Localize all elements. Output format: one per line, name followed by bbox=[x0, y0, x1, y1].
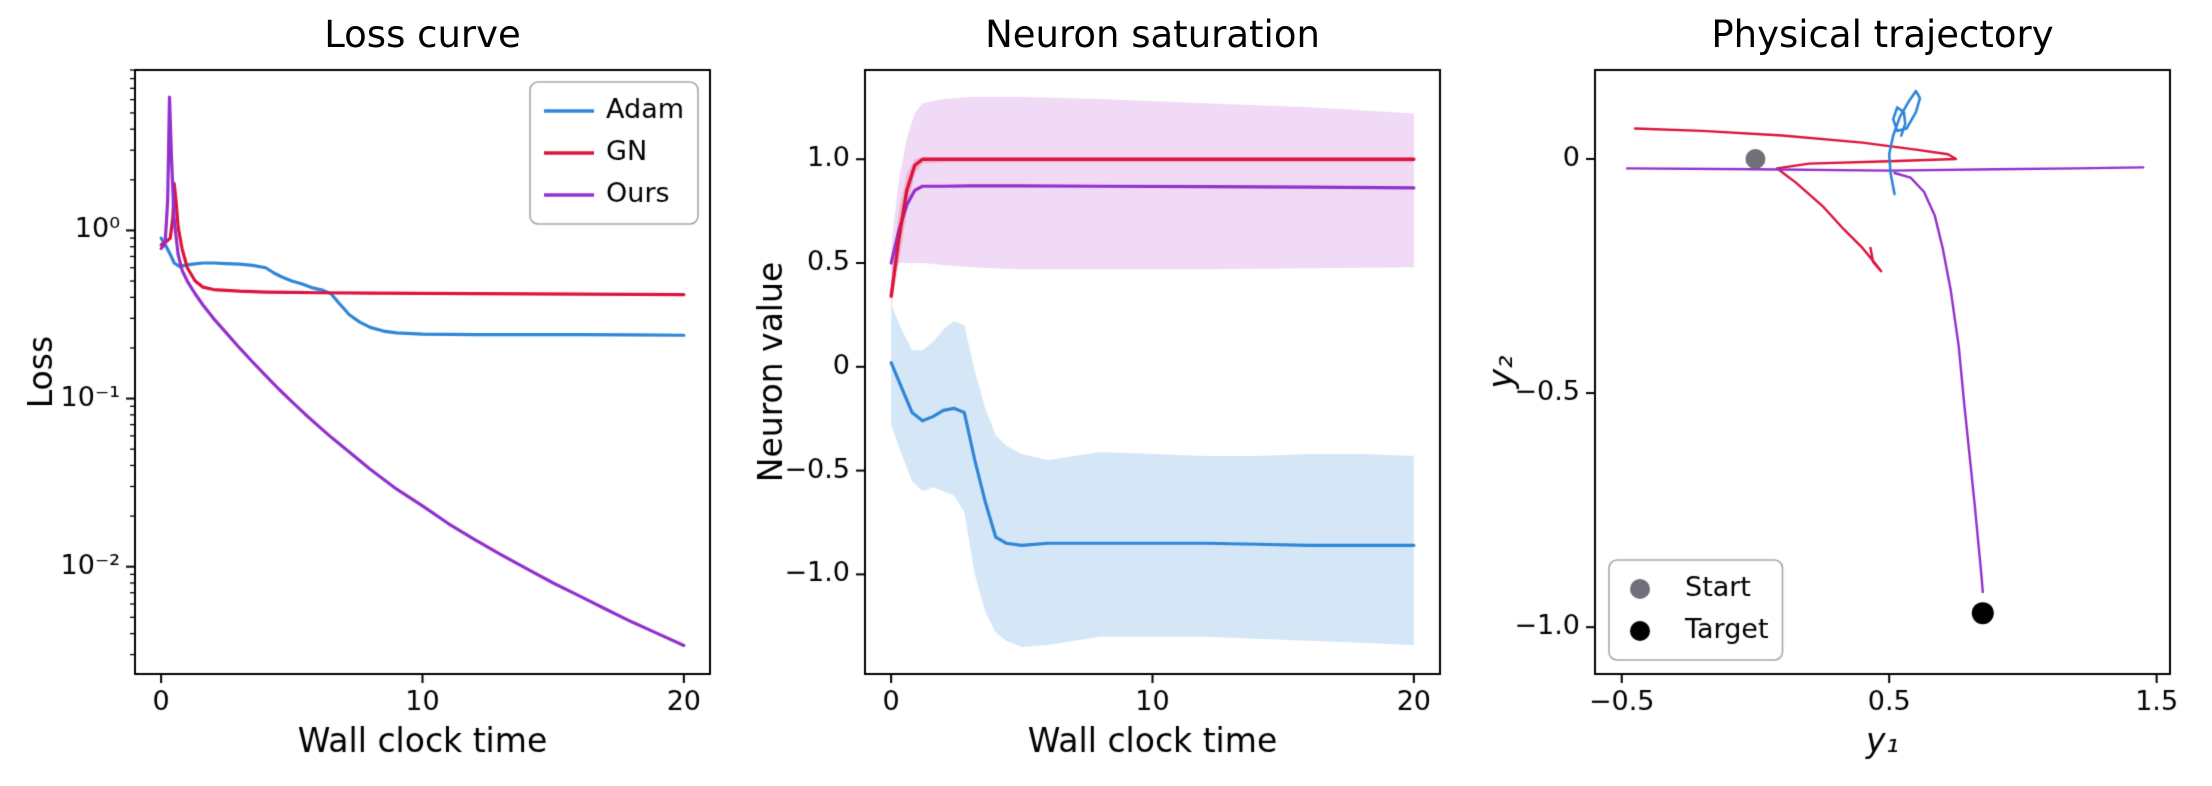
physical-trajectory-plot bbox=[1480, 58, 2192, 770]
chart-physical-trajectory: Physical trajectory bbox=[1480, 12, 2192, 786]
neuron-saturation-title: Neuron saturation bbox=[985, 13, 1320, 56]
loss-curve-title: Loss curve bbox=[324, 13, 521, 56]
chart-loss-curve: Loss curve bbox=[20, 12, 732, 786]
loss-curve-plot bbox=[20, 58, 732, 770]
neuron-saturation-plot bbox=[750, 58, 1462, 770]
physical-trajectory-title: Physical trajectory bbox=[1711, 13, 2054, 56]
chart-neuron-saturation: Neuron saturation bbox=[750, 12, 1462, 786]
